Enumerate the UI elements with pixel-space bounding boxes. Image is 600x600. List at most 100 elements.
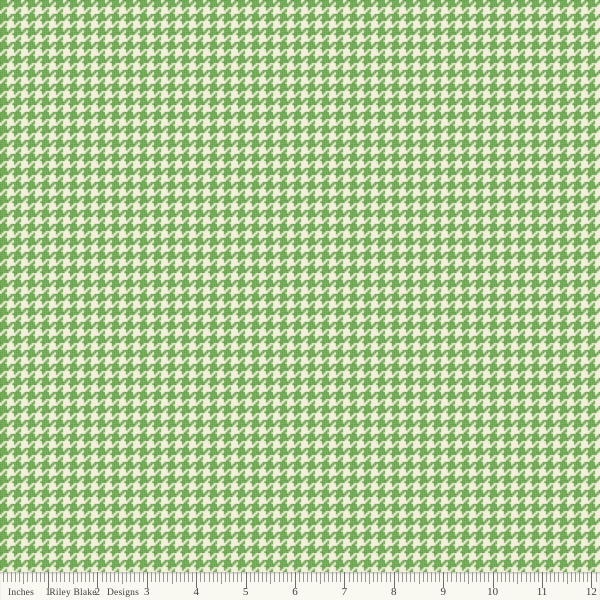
ruler-tick	[480, 572, 482, 582]
ruler-tick	[85, 572, 87, 582]
ruler-tick	[451, 572, 453, 582]
ruler-tick	[434, 572, 436, 582]
ruler-tick	[369, 572, 371, 584]
ruler-tick	[550, 572, 552, 582]
ruler-number-12: 12	[585, 586, 597, 598]
ruler-number-2: 2	[94, 586, 101, 598]
ruler-tick	[307, 572, 309, 582]
ruler-tick	[447, 572, 449, 582]
ruler-tick	[146, 572, 148, 588]
ruler-tick	[348, 572, 350, 582]
ruler-tick	[237, 572, 239, 582]
ruler-tick	[336, 572, 338, 582]
ruler-tick	[155, 572, 157, 582]
ruler-tick	[558, 572, 560, 582]
ruler-tick	[278, 572, 280, 582]
ruler-tick	[72, 572, 74, 584]
ruler-tick	[122, 572, 124, 584]
ruler-tick	[430, 572, 432, 582]
ruler-tick	[68, 572, 70, 582]
ruler-tick	[467, 572, 469, 584]
ruler-tick	[484, 572, 486, 582]
ruler-tick	[443, 572, 445, 588]
ruler-tick	[525, 572, 527, 582]
ruler-tick	[171, 572, 173, 584]
ruler-tick	[360, 572, 362, 582]
ruler-brand-name: Riley Blake	[49, 587, 97, 598]
ruler-tick	[327, 572, 329, 582]
ruler-tick	[406, 572, 408, 582]
ruler-tick	[220, 572, 222, 584]
ruler-tick	[323, 572, 325, 582]
ruler-tick	[225, 572, 227, 582]
ruler-tick	[282, 572, 284, 582]
ruler-tick	[192, 572, 194, 582]
ruler-tick	[187, 572, 189, 582]
ruler-tick	[402, 572, 404, 582]
ruler-tick	[410, 572, 412, 582]
ruler-brand-suffix: Designs	[106, 587, 140, 598]
ruler-tick	[253, 572, 255, 582]
ruler-tick	[179, 572, 181, 582]
ruler-tick	[43, 572, 45, 582]
ruler-tick	[340, 572, 342, 582]
ruler-tick	[295, 572, 296, 588]
ruler-tick	[216, 572, 218, 582]
ruler-tick	[319, 572, 321, 584]
ruler-tick	[570, 572, 572, 582]
ruler-tick	[509, 572, 511, 582]
ruler-tick	[109, 572, 111, 582]
ruler-tick	[537, 572, 539, 582]
ruler-tick	[344, 572, 346, 588]
ruler-tick	[208, 572, 210, 582]
ruler-tick	[6, 572, 8, 582]
ruler-tick	[389, 572, 391, 582]
ruler-tick	[39, 572, 41, 582]
ruler-tick	[381, 572, 383, 582]
ruler-tick	[229, 572, 231, 582]
ruler-number-10: 10	[487, 586, 499, 598]
ruler-tick	[299, 572, 301, 582]
ruler-tick	[130, 572, 132, 582]
ruler-tick	[183, 572, 185, 582]
ruler-tick	[422, 572, 424, 582]
ruler-tick	[488, 572, 490, 582]
ruler-ticks	[0, 572, 600, 600]
ruler-tick	[364, 572, 366, 582]
ruler-number-4: 4	[193, 586, 199, 598]
ruler-tick	[196, 572, 198, 588]
ruler-tick	[126, 572, 128, 582]
ruler-tick	[10, 572, 12, 582]
ruler-tick	[19, 572, 21, 582]
ruler-tick	[373, 572, 375, 582]
ruler-tick	[504, 572, 506, 582]
ruler-tick	[48, 572, 49, 588]
ruler-tick	[31, 572, 33, 582]
ruler-tick	[476, 572, 478, 582]
ruler-number-3: 3	[144, 586, 150, 598]
ruler-tick	[23, 572, 25, 584]
ruler-tick	[249, 572, 251, 582]
ruler-number-8: 8	[391, 586, 397, 598]
ruler-tick	[418, 572, 420, 584]
ruler-number-7: 7	[341, 586, 348, 598]
ruler-tick	[546, 572, 548, 582]
ruler-tick	[52, 572, 54, 582]
ruler-tick	[245, 572, 247, 588]
selvage-ruler: Inches Riley Blake Designs 1 2 3 4 5 6 7 8 9 10 11…	[0, 572, 600, 600]
ruler-tick	[426, 572, 428, 582]
ruler-tick	[290, 572, 292, 582]
ruler-tick	[459, 572, 461, 582]
ruler-tick	[492, 572, 494, 588]
ruler-tick	[266, 572, 268, 582]
ruler-tick	[89, 572, 91, 582]
ruler-tick	[315, 572, 317, 582]
ruler-tick	[134, 572, 136, 582]
ruler-tick	[303, 572, 305, 582]
ruler-tick	[332, 572, 334, 582]
ruler-tick	[200, 572, 202, 582]
ruler-tick	[262, 572, 264, 582]
ruler-tick	[414, 572, 416, 582]
ruler-tick	[562, 572, 564, 582]
ruler-tick	[377, 572, 379, 582]
